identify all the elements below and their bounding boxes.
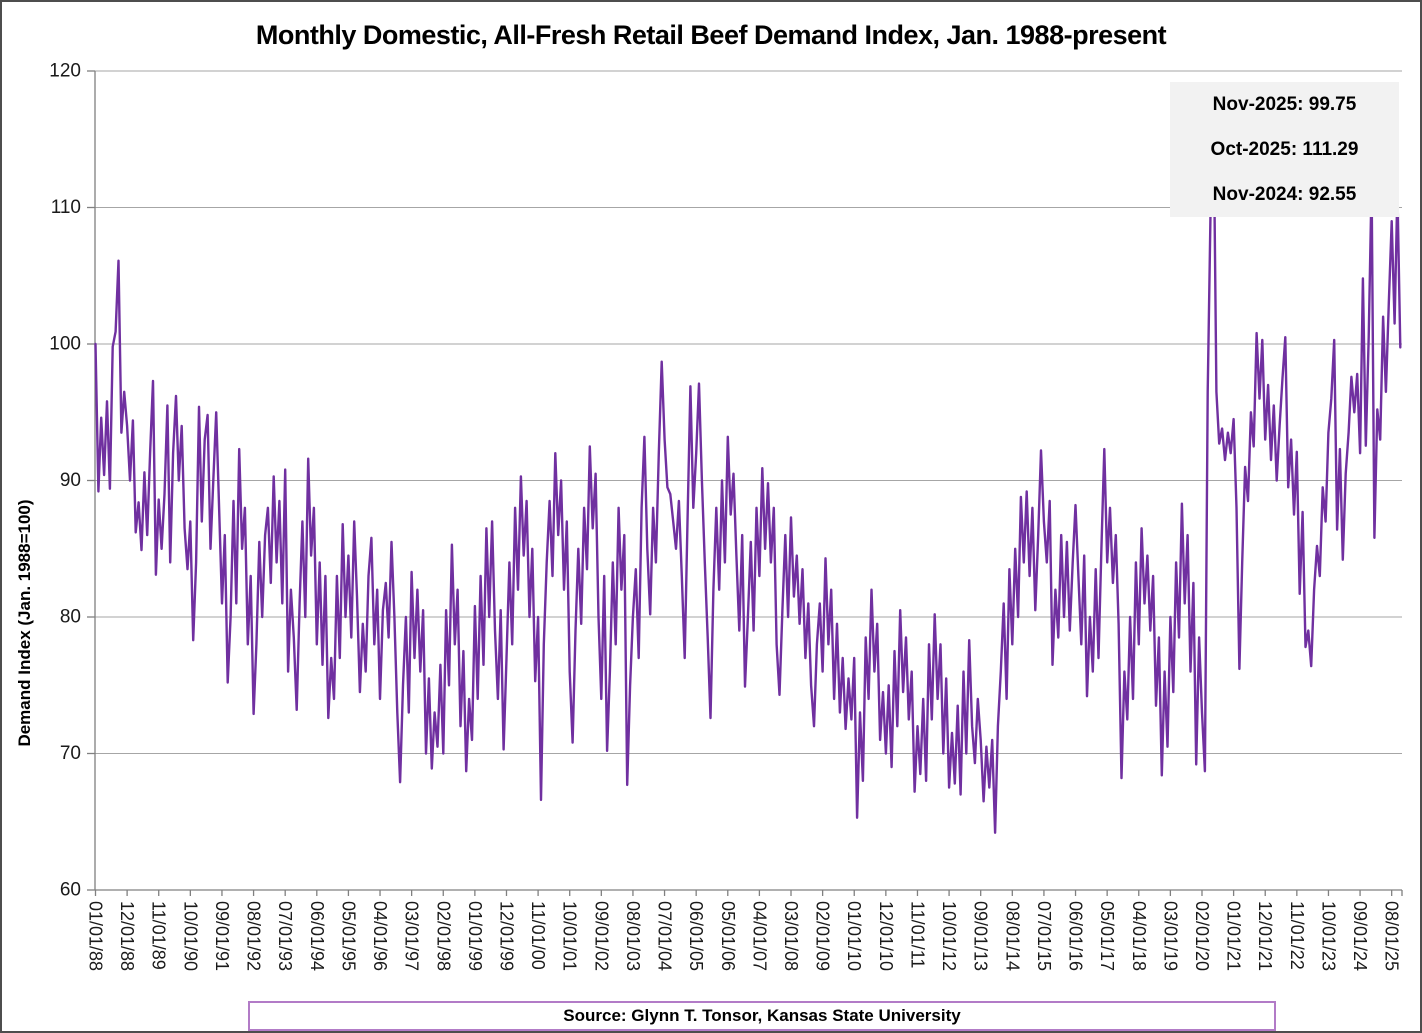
svg-text:10/01/12: 10/01/12	[939, 901, 959, 971]
svg-text:11/01/00: 11/01/00	[528, 901, 548, 970]
svg-text:02/01/09: 02/01/09	[813, 901, 833, 971]
svg-text:12/01/10: 12/01/10	[876, 901, 896, 971]
svg-text:09/01/02: 09/01/02	[591, 901, 611, 971]
svg-text:110: 110	[51, 197, 81, 218]
source-text: Source: Glynn T. Tonsor, Kansas State Un…	[563, 1006, 961, 1025]
annotation-nov-2024: Nov-2024: 92.55	[1212, 183, 1357, 205]
svg-text:07/01/93: 07/01/93	[275, 901, 295, 971]
svg-text:09/01/24: 09/01/24	[1350, 901, 1370, 971]
x-axis-tick-labels: 01/01/88 12/01/88 11/01/89 10/01/90 09/01/91…	[86, 901, 1402, 971]
svg-text:12/01/99: 12/01/99	[496, 901, 516, 971]
demand-index-series-line	[94, 106, 1402, 834]
gridlines	[95, 70, 1402, 754]
svg-text:60: 60	[60, 880, 81, 901]
svg-text:01/01/21: 01/01/21	[1224, 901, 1244, 971]
svg-text:10/01/01: 10/01/01	[560, 901, 580, 971]
svg-text:09/01/13: 09/01/13	[971, 901, 991, 971]
svg-text:01/01/88: 01/01/88	[86, 901, 106, 971]
svg-text:05/01/06: 05/01/06	[718, 901, 738, 971]
annotation-nov-2025: Nov-2025: 99.75	[1212, 93, 1357, 115]
y-axis-tick-labels: 60 70 80 90 100 110 120	[49, 61, 81, 901]
svg-text:08/01/03: 08/01/03	[623, 901, 643, 971]
svg-text:10/01/23: 10/01/23	[1318, 901, 1338, 971]
svg-text:04/01/18: 04/01/18	[1129, 901, 1149, 971]
svg-text:05/01/95: 05/01/95	[338, 901, 358, 971]
svg-text:12/01/88: 12/01/88	[117, 901, 137, 971]
svg-text:80: 80	[60, 607, 81, 628]
svg-text:09/01/91: 09/01/91	[212, 901, 232, 971]
svg-text:08/01/25: 08/01/25	[1382, 901, 1402, 971]
y-axis-title: Demand Index (Jan. 1988=100)	[15, 499, 34, 747]
svg-text:05/01/17: 05/01/17	[1097, 901, 1117, 971]
svg-text:03/01/19: 03/01/19	[1160, 901, 1180, 971]
svg-text:06/01/94: 06/01/94	[307, 901, 327, 971]
x-axis-ticks	[94, 890, 1403, 896]
svg-text:06/01/05: 06/01/05	[686, 901, 706, 971]
source-box: Source: Glynn T. Tonsor, Kansas State Un…	[248, 1001, 1276, 1031]
annotation-oct-2025: Oct-2025: 111.29	[1210, 138, 1359, 160]
svg-text:08/01/92: 08/01/92	[244, 901, 264, 971]
svg-text:07/01/15: 07/01/15	[1034, 901, 1054, 971]
latest-values-annotation: Nov-2025: 99.75 Oct-2025: 111.29 Nov-202…	[1170, 82, 1399, 217]
svg-text:11/01/22: 11/01/22	[1287, 901, 1307, 970]
svg-text:04/01/96: 04/01/96	[370, 901, 390, 971]
svg-text:03/01/97: 03/01/97	[402, 901, 422, 971]
svg-text:90: 90	[60, 470, 81, 491]
svg-text:08/01/14: 08/01/14	[1002, 901, 1022, 971]
svg-text:12/01/21: 12/01/21	[1255, 901, 1275, 971]
svg-text:120: 120	[49, 61, 81, 82]
svg-text:01/01/99: 01/01/99	[465, 901, 485, 971]
svg-text:70: 70	[60, 743, 81, 764]
svg-text:03/01/08: 03/01/08	[781, 901, 801, 971]
svg-text:10/01/90: 10/01/90	[180, 901, 200, 971]
svg-text:06/01/16: 06/01/16	[1066, 901, 1086, 971]
svg-text:100: 100	[49, 334, 81, 355]
svg-text:07/01/04: 07/01/04	[655, 901, 675, 971]
svg-text:11/01/89: 11/01/89	[149, 901, 169, 970]
y-axis-ticks	[87, 70, 95, 891]
svg-text:02/01/98: 02/01/98	[433, 901, 453, 971]
svg-text:01/01/10: 01/01/10	[844, 901, 864, 971]
svg-text:04/01/07: 04/01/07	[749, 901, 769, 971]
chart-title: Monthly Domestic, All-Fresh Retail Beef …	[255, 20, 1167, 50]
svg-text:02/01/20: 02/01/20	[1192, 901, 1212, 971]
svg-text:11/01/11: 11/01/11	[907, 901, 927, 968]
